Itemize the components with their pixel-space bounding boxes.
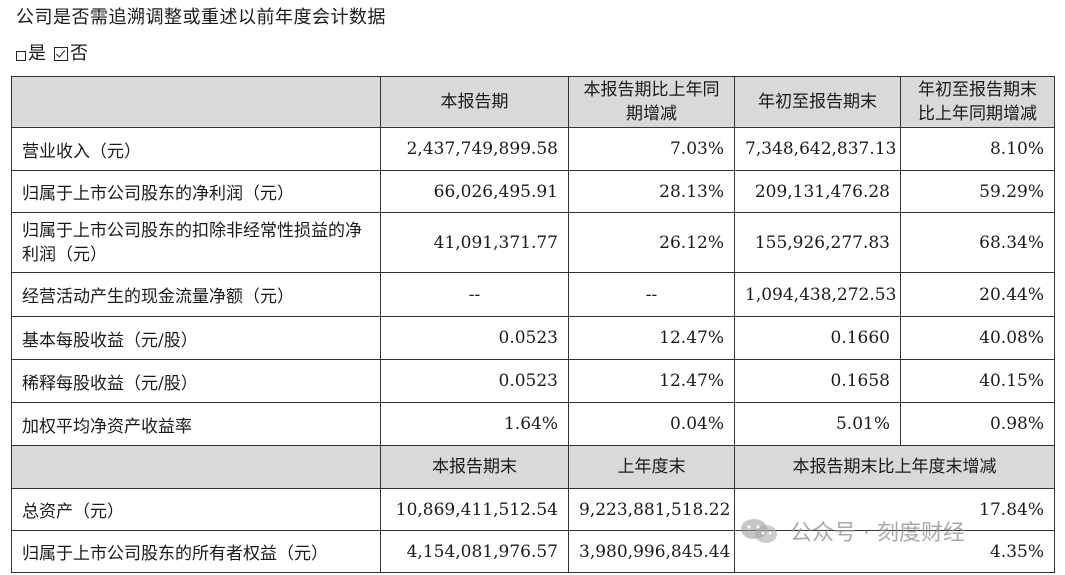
table-row: 经营活动产生的现金流量净额（元） -- -- 1,094,438,272.53 … (11, 272, 1055, 317)
header-cell: 上年度末 (568, 445, 735, 489)
value-cell: 2,437,749,899.58 (380, 127, 569, 171)
financial-data-table: 本报告期 本报告期比上年同期增减 年初至报告期末 年初至报告期末比上年同期增减 … (11, 76, 1055, 573)
value-cell: 3,980,996,845.44 (568, 530, 735, 573)
row-label: 基本每股收益（元/股） (11, 316, 381, 360)
value-cell: 4.35% (734, 530, 1055, 573)
value-cell: 41,091,371.77 (380, 212, 569, 273)
value-cell: 209,131,476.28 (734, 170, 901, 213)
value-cell: 8.10% (900, 127, 1055, 171)
table-row: 基本每股收益（元/股） 0.0523 12.47% 0.1660 40.08% (11, 316, 1055, 360)
value-cell: 0.98% (900, 402, 1055, 446)
header-cell: 本报告期末 (380, 445, 569, 489)
header-cell: 年初至报告期末比上年同期增减 (900, 76, 1055, 128)
row-label: 营业收入（元） (11, 127, 381, 171)
header-empty-cell (11, 76, 381, 128)
row-label: 稀释每股收益（元/股） (11, 359, 381, 403)
value-cell: 1.64% (380, 402, 569, 446)
row-label: 归属于上市公司股东的所有者权益（元） (11, 530, 381, 573)
value-cell: 1,094,438,272.53 (734, 272, 901, 317)
value-cell: 26.12% (568, 212, 735, 273)
value-cell: 20.44% (900, 272, 1055, 317)
table-row: 总资产（元） 10,869,411,512.54 9,223,881,518.2… (11, 488, 1055, 531)
value-cell: 40.08% (900, 316, 1055, 360)
table-row: 稀释每股收益（元/股） 0.0523 12.47% 0.1658 40.15% (11, 359, 1055, 403)
value-cell: 12.47% (568, 359, 735, 403)
value-cell: 28.13% (568, 170, 735, 213)
row-label: 总资产（元） (11, 488, 381, 531)
value-cell: 4,154,081,976.57 (380, 530, 569, 573)
value-cell: 17.84% (734, 488, 1055, 531)
yes-option-label: 是 (28, 43, 46, 64)
value-cell: 7.03% (568, 127, 735, 171)
value-cell: 155,926,277.83 (734, 212, 901, 273)
value-cell: -- (568, 272, 735, 317)
value-cell: 9,223,881,518.22 (568, 488, 735, 531)
value-cell: 10,869,411,512.54 (380, 488, 569, 531)
table-header-row-2: 本报告期末 上年度末 本报告期末比上年度末增减 (11, 445, 1055, 489)
disclosure-question: 公司是否需追溯调整或重述以前年度会计数据 (16, 7, 386, 28)
value-cell: 0.0523 (380, 359, 569, 403)
table-row: 归属于上市公司股东的净利润（元） 66,026,495.91 28.13% 20… (11, 170, 1055, 213)
value-cell: -- (380, 272, 569, 317)
table-row: 营业收入（元） 2,437,749,899.58 7.03% 7,348,642… (11, 127, 1055, 171)
no-option-label: 否 (70, 43, 88, 64)
unchecked-box-icon (16, 51, 26, 61)
value-cell: 0.0523 (380, 316, 569, 360)
header-cell: 年初至报告期末 (734, 76, 901, 128)
value-cell: 0.04% (568, 402, 735, 446)
value-cell: 0.1658 (734, 359, 901, 403)
value-cell: 40.15% (900, 359, 1055, 403)
row-label: 经营活动产生的现金流量净额（元） (11, 272, 381, 317)
row-label: 归属于上市公司股东的扣除非经常性损益的净利润（元） (11, 212, 381, 273)
value-cell: 59.29% (900, 170, 1055, 213)
value-cell: 0.1660 (734, 316, 901, 360)
header-cell: 本报告期比上年同期增减 (568, 76, 735, 128)
value-cell: 7,348,642,837.13 (734, 127, 901, 171)
table-row: 归属于上市公司股东的所有者权益（元） 4,154,081,976.57 3,98… (11, 530, 1055, 573)
table-header-row: 本报告期 本报告期比上年同期增减 年初至报告期末 年初至报告期末比上年同期增减 (11, 76, 1055, 128)
row-label: 加权平均净资产收益率 (11, 402, 381, 446)
value-cell: 66,026,495.91 (380, 170, 569, 213)
header-empty-cell (11, 445, 381, 489)
value-cell: 5.01% (734, 402, 901, 446)
value-cell: 68.34% (900, 212, 1055, 273)
table-row: 归属于上市公司股东的扣除非经常性损益的净利润（元） 41,091,371.77 … (11, 212, 1055, 273)
checked-box-icon (54, 47, 68, 61)
table-row: 加权平均净资产收益率 1.64% 0.04% 5.01% 0.98% (11, 402, 1055, 446)
value-cell: 12.47% (568, 316, 735, 360)
answer-choices: 是 否 (16, 42, 88, 66)
header-cell: 本报告期 (380, 76, 569, 128)
row-label: 归属于上市公司股东的净利润（元） (11, 170, 381, 213)
header-cell: 本报告期末比上年度末增减 (734, 445, 1055, 489)
